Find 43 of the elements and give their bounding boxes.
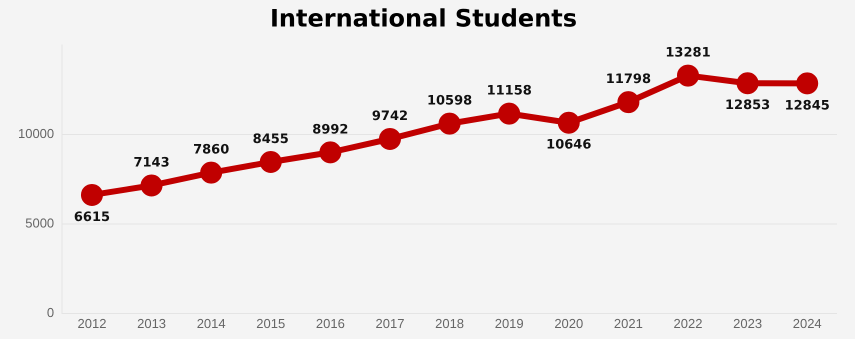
data-label: 13281: [665, 45, 711, 60]
x-tick-label: 2017: [376, 316, 404, 331]
point: [796, 72, 818, 94]
data-label: 10598: [426, 94, 472, 108]
data-label: 11798: [606, 72, 652, 88]
x-tick-label: 2024: [792, 316, 822, 331]
x-tick-label: 2015: [256, 316, 286, 331]
point: [736, 72, 759, 94]
point: [378, 128, 401, 150]
data-label: 12845: [784, 98, 830, 114]
x-tick-label: 2021: [614, 316, 643, 331]
point: [558, 112, 580, 134]
point: [80, 184, 103, 206]
x-tick-label: 2014: [196, 316, 226, 331]
data-label: 10646: [546, 138, 592, 153]
x-tick-label: 2012: [77, 316, 106, 331]
data-label: 8992: [312, 122, 348, 138]
y-tick-label: 10000: [18, 126, 54, 141]
point: [140, 174, 163, 196]
x-tick-label: 2022: [674, 316, 702, 331]
y-tick-label: 5000: [25, 215, 54, 230]
y-tick-label: 0: [46, 304, 54, 320]
point: [260, 151, 282, 173]
point: [617, 91, 640, 114]
x-tick-label: 2023: [733, 316, 762, 331]
data-label: 7860: [193, 142, 230, 158]
x-tick-label: 2018: [435, 316, 464, 331]
x-tick-label: 2016: [316, 316, 345, 331]
data-label: 7143: [133, 155, 170, 170]
x-tick-label: 2020: [554, 316, 584, 331]
data-label: 8455: [252, 132, 289, 147]
x-tick-label: 2019: [494, 316, 524, 331]
point: [319, 141, 342, 164]
point: [676, 64, 699, 87]
point: [438, 112, 461, 135]
point: [498, 102, 520, 125]
data-label: 9742: [372, 108, 408, 124]
data-label: 11158: [486, 83, 532, 98]
point: [200, 162, 222, 184]
data-label: 6615: [74, 210, 110, 225]
x-tick-label: 2013: [137, 316, 166, 331]
data-label: 12853: [724, 98, 770, 114]
chart-title: International Students: [270, 4, 578, 33]
